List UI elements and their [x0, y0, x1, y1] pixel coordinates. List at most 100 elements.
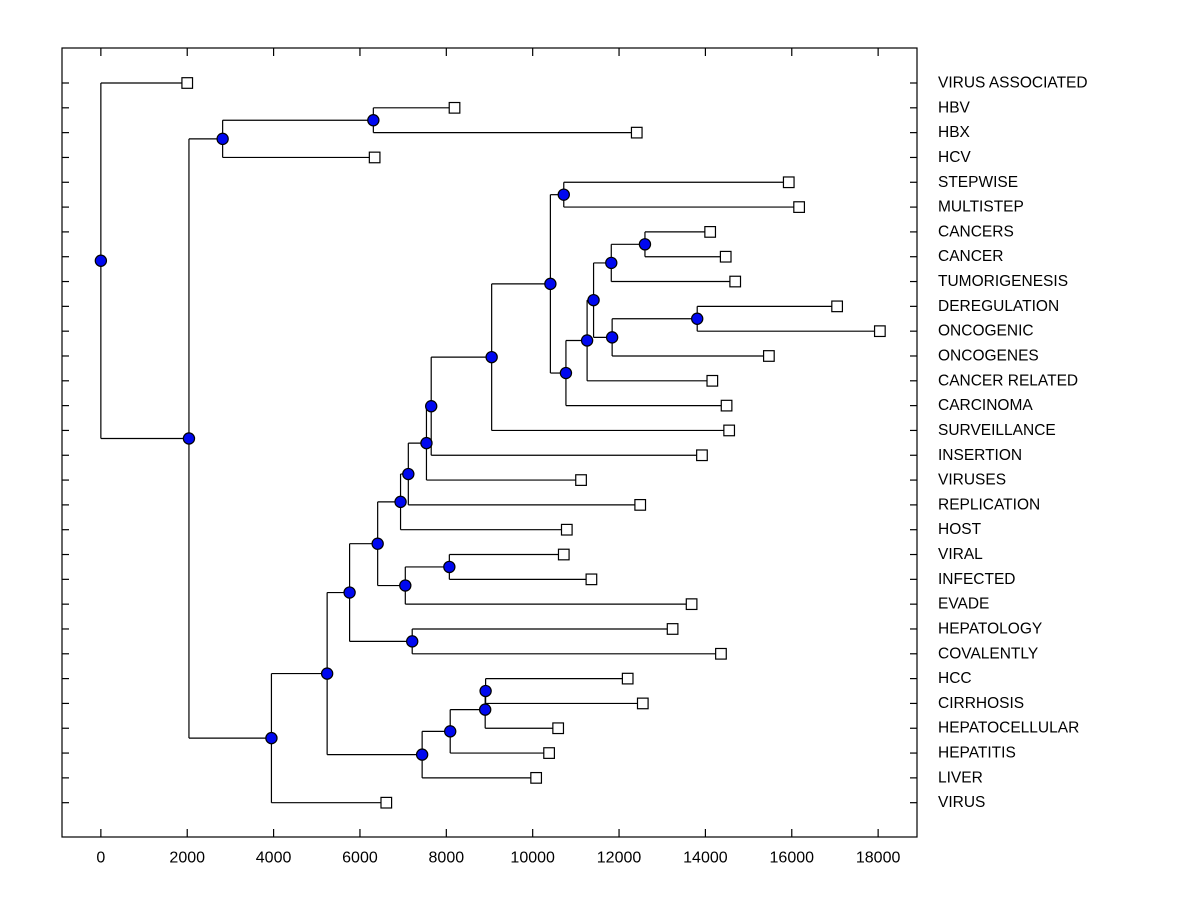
leaf-label: HOST: [938, 521, 982, 538]
leaf-marker[interactable]: [685, 598, 698, 611]
branch-node-marker[interactable]: [425, 400, 438, 413]
leaf-label: VIRUS ASSOCIATED: [938, 75, 1088, 92]
branch-node-marker[interactable]: [415, 748, 429, 761]
axes: 0 2000 4000 6000 8000 10000 12000 14000 16000 180…: [61, 47, 918, 866]
leaf-marker[interactable]: [704, 226, 717, 238]
leaf-label: DEREGULATION: [938, 298, 1059, 315]
leaf-marker[interactable]: [380, 796, 393, 809]
branch-node-marker[interactable]: [544, 277, 557, 291]
branch-node-marker[interactable]: [478, 703, 492, 716]
tree-markers: [94, 77, 886, 809]
leaf-marker[interactable]: [585, 573, 598, 586]
leaf-label: VIRUSES: [938, 472, 1006, 489]
branch-node-marker[interactable]: [399, 579, 412, 592]
leaf-label: COVALENTLY: [938, 645, 1038, 662]
leaf-marker[interactable]: [706, 374, 719, 387]
branch-node-marker[interactable]: [406, 635, 419, 648]
branch-node-marker[interactable]: [638, 238, 652, 251]
branch-node-marker[interactable]: [479, 684, 492, 698]
leaf-marker[interactable]: [719, 250, 732, 263]
branch-node-marker[interactable]: [343, 586, 356, 599]
leaf-marker[interactable]: [762, 350, 775, 362]
branch-node-marker[interactable]: [580, 334, 594, 347]
leaf-label: HBV: [938, 99, 971, 116]
leaf-marker[interactable]: [543, 747, 555, 759]
branch-node-marker[interactable]: [557, 188, 570, 201]
leaf-marker[interactable]: [729, 275, 742, 288]
leaf-label: HEPATITIS: [938, 745, 1016, 762]
leaf-marker[interactable]: [634, 498, 647, 511]
x-tick-label: 4000: [256, 849, 292, 866]
x-tick-label: 10000: [510, 849, 555, 866]
branch-node-marker[interactable]: [485, 350, 498, 364]
branch-node-marker[interactable]: [367, 114, 380, 127]
leaf-label: CIRRHOSIS: [938, 695, 1024, 712]
leaf-label: ONCOGENIC: [938, 323, 1034, 340]
leaf-marker[interactable]: [368, 151, 381, 164]
leaf-label: CARCINOMA: [938, 397, 1033, 414]
branch-node-marker[interactable]: [605, 331, 619, 344]
leaf-label: HCV: [938, 149, 971, 166]
leaf-marker[interactable]: [552, 722, 565, 735]
leaf-labels: VIRUS ASSOCIATED HBV HBX HCV STEPWISE MULTIST…: [938, 75, 1088, 812]
leaf-marker[interactable]: [181, 77, 194, 89]
leaf-marker[interactable]: [666, 623, 679, 635]
branch-node-marker[interactable]: [444, 725, 457, 738]
branch-node-marker[interactable]: [320, 667, 334, 680]
leaf-marker[interactable]: [448, 101, 461, 114]
branch-node-marker[interactable]: [587, 293, 600, 307]
leaf-marker[interactable]: [831, 300, 844, 313]
leaf-label: MULTISTEP: [938, 199, 1024, 216]
plot-box: [61, 47, 918, 838]
leaf-label: VIRAL: [938, 546, 983, 563]
branch-node-marker[interactable]: [691, 312, 704, 325]
leaf-label: HEPATOLOGY: [938, 620, 1042, 637]
branch-node-marker[interactable]: [394, 495, 407, 509]
leaf-label: INFECTED: [938, 571, 1016, 588]
leaf-label: INSERTION: [938, 447, 1022, 464]
leaf-marker[interactable]: [873, 325, 886, 338]
x-tick-label: 6000: [342, 849, 378, 866]
leaf-marker[interactable]: [696, 449, 708, 462]
branch-node-marker[interactable]: [265, 731, 278, 745]
leaf-marker[interactable]: [636, 697, 649, 710]
branch-node-marker[interactable]: [443, 560, 456, 574]
leaf-label: EVADE: [938, 596, 989, 613]
leaf-marker[interactable]: [793, 201, 806, 213]
x-tick-label: 16000: [770, 849, 815, 866]
leaf-label: LIVER: [938, 769, 983, 786]
branch-node-marker[interactable]: [182, 432, 196, 445]
x-tick-label: 8000: [429, 849, 465, 866]
leaf-label: TUMORIGENESIS: [938, 273, 1068, 290]
branch-node-marker[interactable]: [402, 467, 415, 481]
branch-node-marker[interactable]: [94, 254, 108, 267]
leaf-marker[interactable]: [782, 176, 795, 189]
leaf-label: HBX: [938, 124, 971, 141]
leaf-marker[interactable]: [560, 523, 573, 536]
leaf-label: CANCERS: [938, 223, 1014, 240]
branch-node-marker[interactable]: [371, 537, 384, 550]
leaf-marker[interactable]: [575, 474, 587, 486]
leaf-label: HEPATOCELLULAR: [938, 720, 1079, 737]
leaf-marker[interactable]: [621, 672, 634, 685]
x-tick-label: 2000: [169, 849, 205, 866]
branch-node-marker[interactable]: [605, 256, 618, 270]
leaf-marker[interactable]: [715, 647, 727, 660]
x-tick-label: 18000: [856, 849, 901, 866]
branch-node-marker[interactable]: [420, 436, 433, 450]
leaf-marker[interactable]: [530, 771, 543, 784]
branch-node-marker[interactable]: [559, 366, 573, 380]
leaf-label: SURVEILLANCE: [938, 422, 1056, 439]
branch-node-marker[interactable]: [216, 132, 229, 146]
leaf-marker[interactable]: [723, 424, 736, 437]
leaf-marker[interactable]: [630, 126, 643, 139]
leaf-label: REPLICATION: [938, 496, 1040, 513]
leaf-marker[interactable]: [557, 548, 570, 561]
leaf-label: CANCER RELATED: [938, 372, 1078, 389]
leaf-label: CANCER: [938, 248, 1003, 265]
x-tick-label: 12000: [597, 849, 642, 866]
leaf-label: STEPWISE: [938, 174, 1018, 191]
leaf-label: VIRUS: [938, 794, 985, 811]
leaf-marker[interactable]: [720, 399, 733, 412]
